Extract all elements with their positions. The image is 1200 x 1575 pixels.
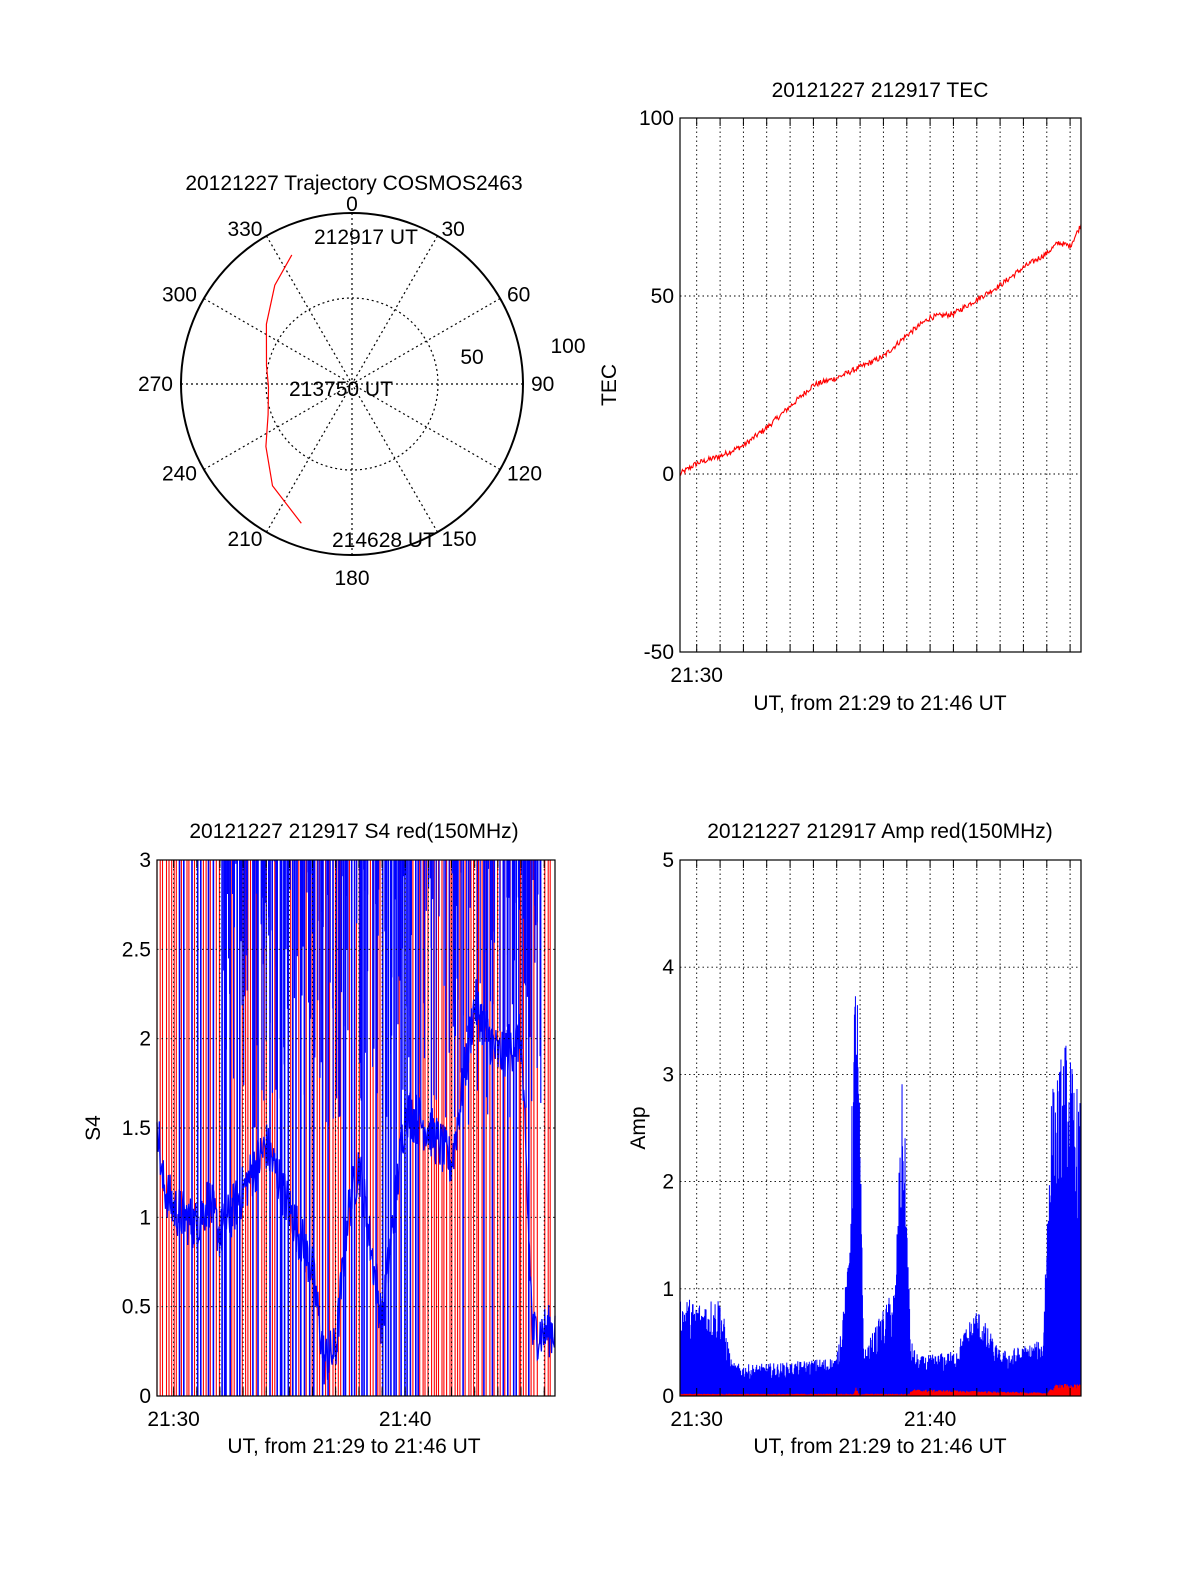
x-tick-label: 21:30 (147, 1408, 200, 1431)
s4-ticks: 0 0.5 1 1.5 2 2.5 3 21:30 21:40 (122, 849, 545, 1431)
x-tick-label: 21:30 (670, 664, 723, 687)
trajectory-line (265, 254, 302, 524)
tec-chart: 20121227 212917 TEC -50 0 50 100 21:30 UT, f… (598, 79, 1082, 715)
polar-azimuth-label: 300 (162, 284, 197, 307)
amp-blue-series (679, 996, 1082, 1397)
s4-y-axis-label: S4 (82, 1115, 105, 1141)
y-tick-label: 1.5 (122, 1117, 151, 1140)
polar-azimuth-label: 120 (507, 463, 542, 486)
y-tick-label: 100 (639, 107, 674, 130)
amp-gridlines (680, 860, 1081, 1396)
tec-line (679, 224, 1082, 476)
y-tick-label: 1 (662, 1278, 674, 1301)
trajectory-label-end: 214628 UT (332, 529, 436, 552)
tec-chart-title: 20121227 212917 TEC (772, 79, 989, 102)
x-tick-label: 21:40 (379, 1408, 432, 1431)
tec-gridlines (680, 118, 1081, 652)
polar-azimuth-label: 180 (334, 567, 369, 590)
y-tick-label: 2 (662, 1171, 674, 1194)
polar-azimuth-label: 240 (162, 463, 197, 486)
tec-series (679, 224, 1082, 476)
y-tick-label: 2.5 (122, 938, 151, 961)
tec-ticks: -50 0 50 100 21:30 (639, 107, 1071, 687)
amp-series (679, 996, 1082, 1397)
polar-azimuth-label: 30 (442, 218, 465, 241)
y-tick-label: 0 (139, 1385, 151, 1408)
y-tick-label: 3 (139, 849, 151, 872)
polar-radial-label-100: 100 (550, 335, 585, 358)
s4-plot-frame (156, 859, 556, 1397)
s4-chart-title: 20121227 212917 S4 red(150MHz) (189, 820, 518, 843)
y-tick-label: 5 (662, 849, 674, 872)
amp-red-series (679, 1383, 1082, 1397)
x-tick-label: 21:40 (904, 1408, 957, 1431)
y-tick-label: -50 (644, 641, 674, 664)
x-tick-label: 21:30 (670, 1408, 723, 1431)
trajectory-label-mid: 213750 UT (289, 378, 393, 401)
polar-spoke (265, 235, 439, 533)
y-tick-label: 1 (139, 1206, 151, 1229)
polar-azimuth-label: 0 (346, 193, 358, 216)
y-tick-label: 4 (662, 956, 674, 979)
y-tick-label: 0 (662, 463, 674, 486)
trajectory-label-start: 212917 UT (314, 226, 418, 249)
polar-azimuth-label: 150 (442, 528, 477, 551)
polar-chart-title: 20121227 Trajectory COSMOS2463 (185, 172, 522, 195)
polar-azimuth-label: 210 (227, 528, 262, 551)
amp-x-axis-label: UT, from 21:29 to 21:46 UT (753, 1435, 1006, 1458)
y-tick-label: 3 (662, 1063, 674, 1086)
s4-chart: 20121227 212917 S4 red(150MHz) 0 0.5 1 1.5 2… (82, 820, 556, 1458)
y-tick-label: 50 (651, 285, 674, 308)
amp-ticks: 0 1 2 3 4 5 21:30 21:40 (662, 849, 1071, 1431)
polar-azimuth-label: 60 (507, 284, 530, 307)
y-tick-label: 2 (139, 1028, 151, 1051)
polar-azimuth-label: 90 (531, 373, 554, 396)
polar-azimuth-label: 270 (138, 373, 173, 396)
s4-trace (156, 979, 556, 1385)
amp-plot-frame (679, 859, 1082, 1397)
tec-x-axis-label: UT, from 21:29 to 21:46 UT (753, 692, 1006, 715)
polar-azimuth-label: 330 (227, 218, 262, 241)
tec-plot-frame (679, 117, 1082, 653)
s4-gridlines (157, 860, 555, 1396)
polar-azimuth-labels: 0 30 60 90 120 150 180 210 240 270 300 330 (138, 193, 554, 590)
s4-x-axis-label: UT, from 21:29 to 21:46 UT (227, 1435, 480, 1458)
amp-y-axis-label: Amp (627, 1106, 650, 1149)
polar-radial-label-50: 50 (460, 346, 483, 369)
y-tick-label: 0.5 (122, 1296, 151, 1319)
y-tick-label: 0 (662, 1385, 674, 1408)
polar-spokes (181, 213, 523, 555)
amp-chart: 20121227 212917 Amp red(150MHz) 0 1 2 3 4 5 21… (627, 820, 1082, 1458)
trajectory-polar-chart: 20121227 Trajectory COSMOS2463 0 30 60 90 12… (138, 172, 586, 590)
tec-y-axis-label: TEC (598, 364, 621, 406)
amp-chart-title: 20121227 212917 Amp red(150MHz) (707, 820, 1053, 843)
